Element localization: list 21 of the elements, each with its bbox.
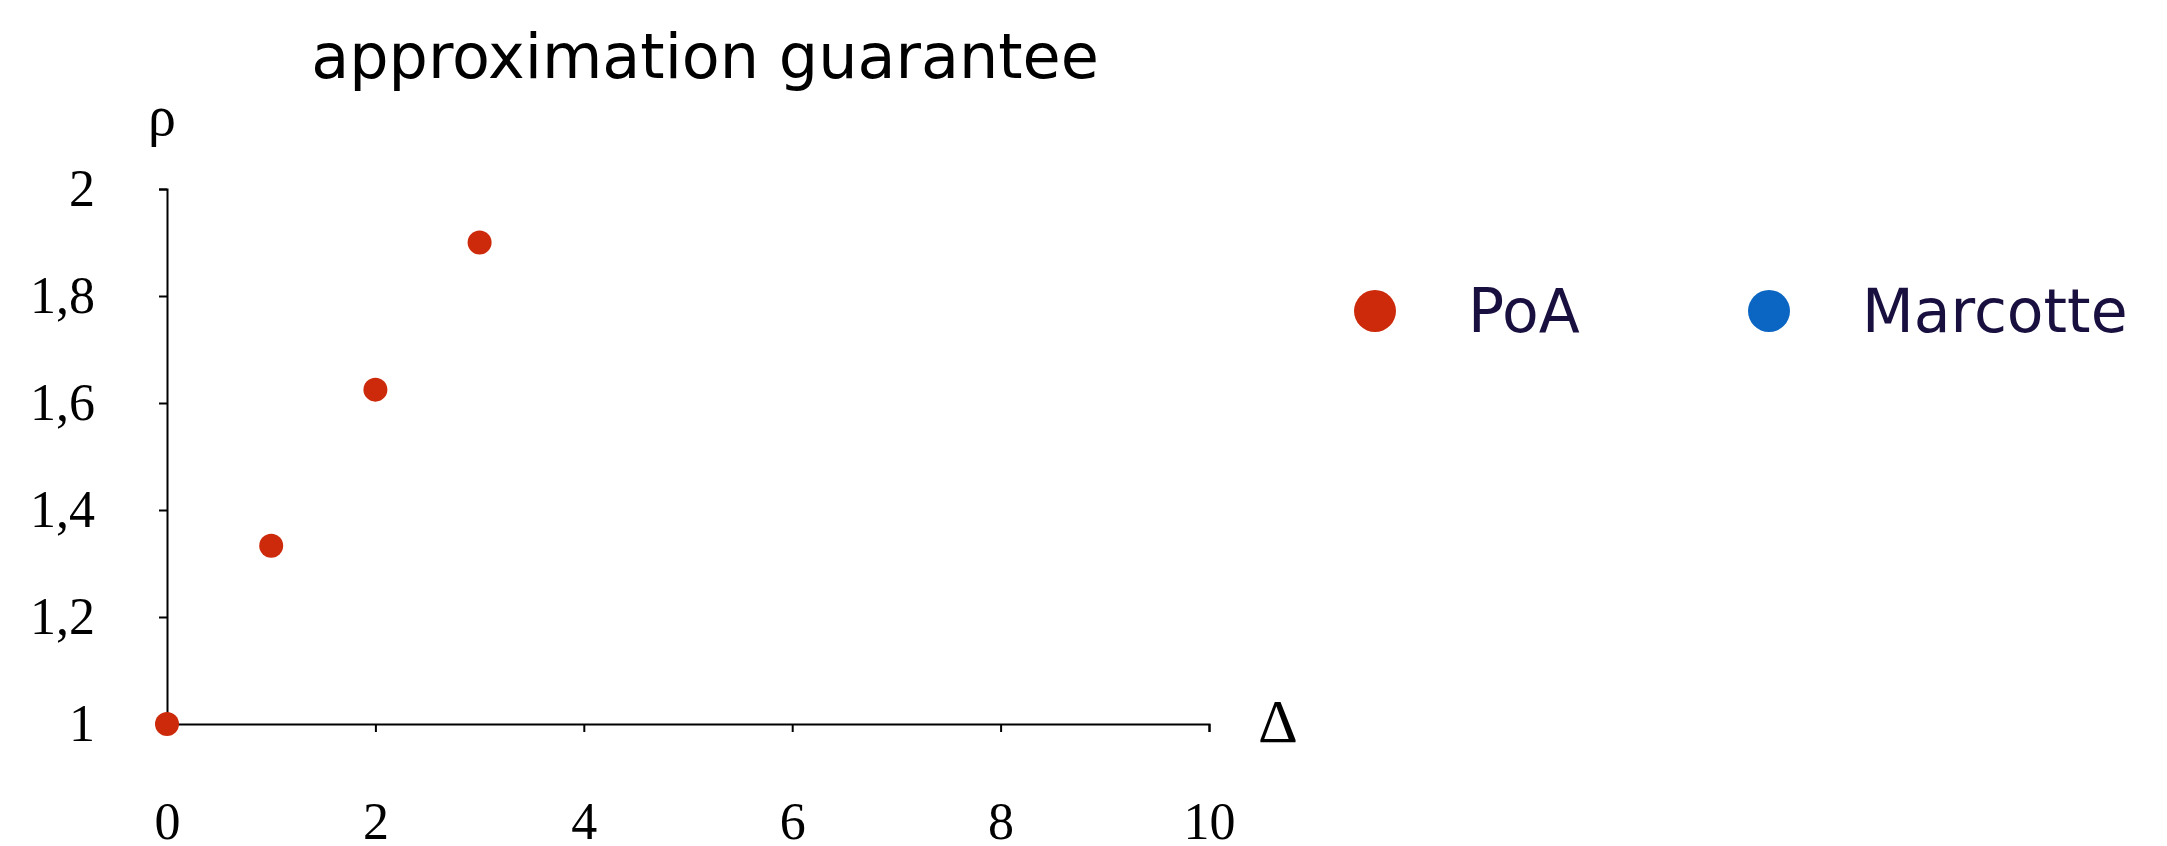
chart-title: approximation guarantee	[311, 20, 1099, 93]
x-tick-label: 4	[571, 792, 598, 846]
y-axis-title: ρ	[148, 85, 176, 147]
point	[467, 230, 492, 255]
point	[155, 712, 179, 736]
y-tick-label: 1	[69, 695, 95, 753]
y-tick-label: 1,4	[30, 481, 95, 539]
point	[363, 377, 388, 402]
y-tick-label: 1,6	[30, 374, 95, 432]
y-tick-label: 1,2	[30, 588, 95, 646]
x-tick-label: 6	[779, 792, 806, 846]
x-tick-label: 0	[154, 792, 181, 846]
x-tick-label: 10	[1183, 792, 1236, 846]
point	[259, 533, 284, 558]
legend-label: PoA	[1468, 276, 1580, 346]
x-tick-label: 8	[988, 792, 1015, 846]
legend-label: Marcotte	[1862, 276, 2128, 346]
y-tick-label: 1,8	[30, 267, 95, 325]
x-tick-label: 2	[362, 792, 389, 846]
x-axis-title: Δ	[1258, 687, 1298, 755]
y-tick-label: 2	[69, 160, 95, 218]
